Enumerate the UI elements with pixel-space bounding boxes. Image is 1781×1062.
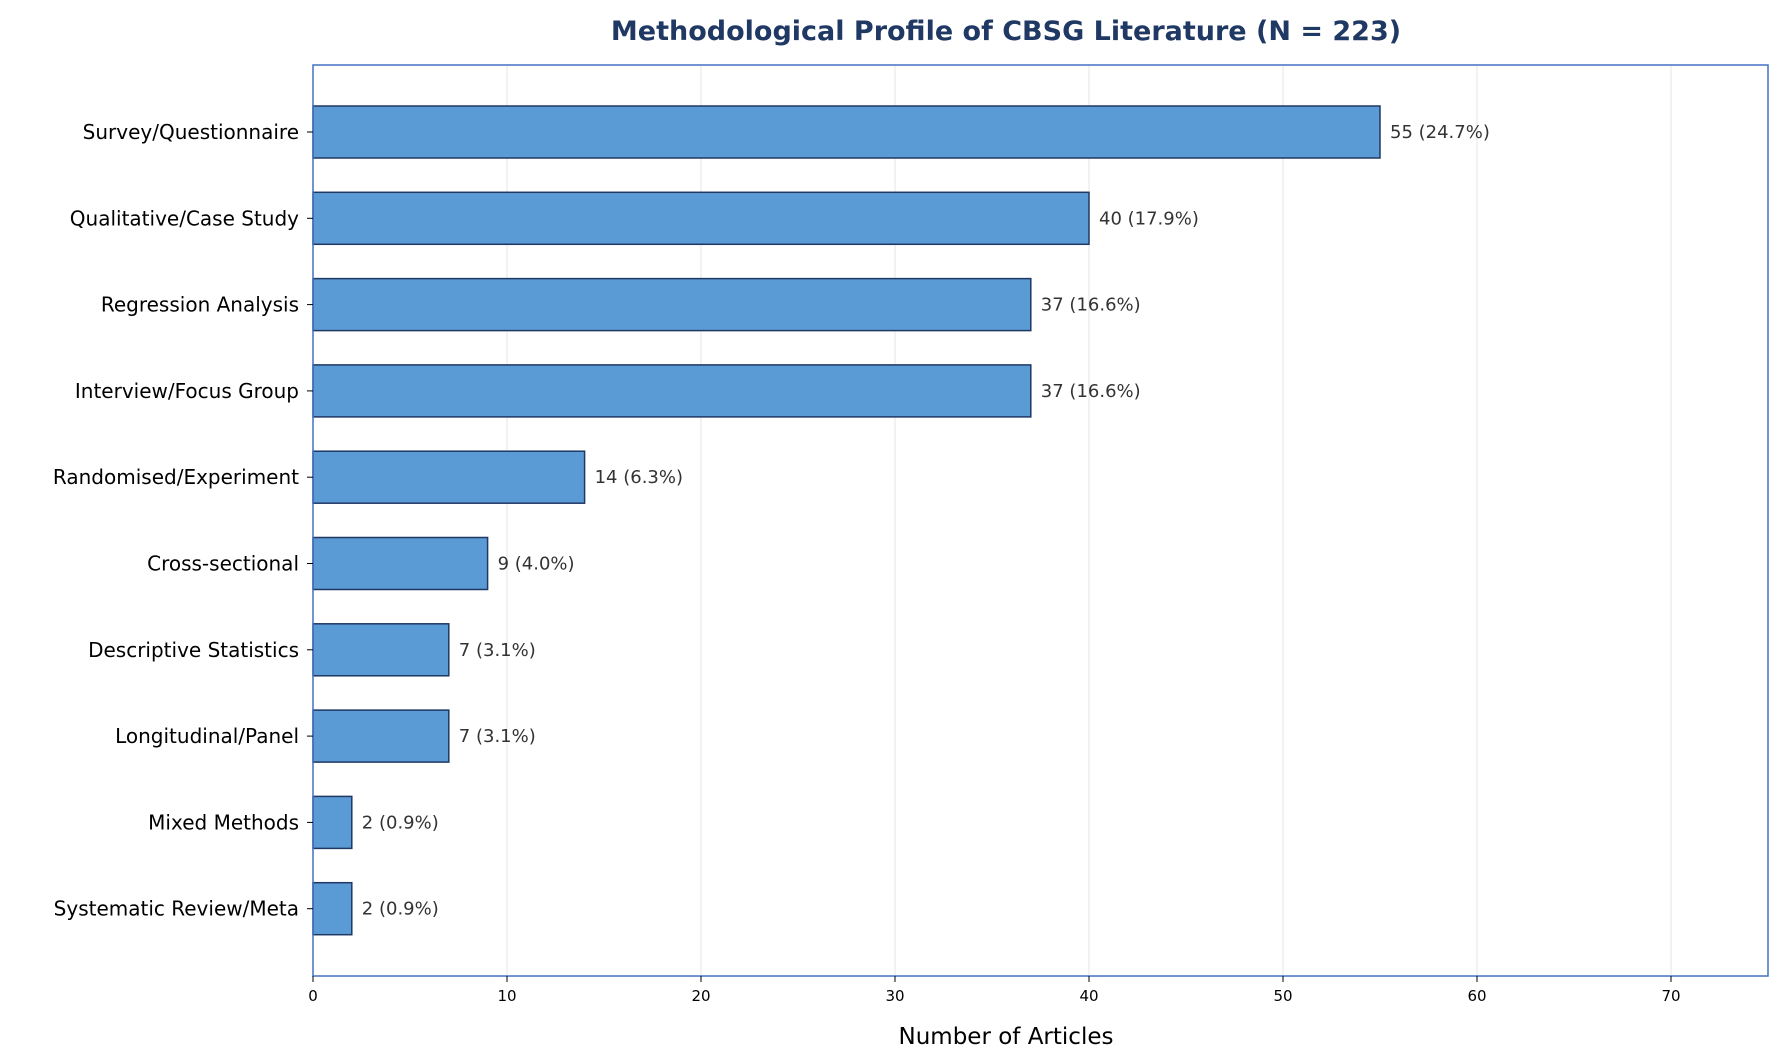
bar-5 bbox=[312, 450, 586, 504]
x-tick-label-0: 0 bbox=[308, 987, 318, 1005]
data-label-9: 2 (0.9%) bbox=[362, 812, 439, 833]
y-tick-label-5: Randomised/Experiment bbox=[53, 465, 299, 489]
bar-10 bbox=[312, 881, 353, 936]
y-tick-label-4: Interview/Focus Group bbox=[75, 379, 299, 403]
data-label-10: 2 (0.9%) bbox=[362, 899, 439, 920]
y-axis-categories: Survey/Questionnaire Qualitative/Case Stu… bbox=[53, 120, 313, 921]
chart-title: Methodological Profile of CBSG Literatur… bbox=[611, 16, 1401, 47]
y-tick-label-8: Longitudinal/Panel bbox=[115, 724, 299, 748]
y-tick-label-6: Cross-sectional bbox=[147, 552, 299, 576]
x-tick-label-30: 30 bbox=[885, 987, 904, 1005]
data-label-7: 7 (3.1%) bbox=[459, 640, 536, 661]
data-label-6: 9 (4.0%) bbox=[498, 554, 575, 575]
axes-frame bbox=[312, 64, 1769, 977]
y-tick-label-3: Regression Analysis bbox=[101, 293, 299, 317]
data-label-8: 7 (3.1%) bbox=[459, 726, 536, 747]
bar-6 bbox=[312, 536, 489, 591]
plot-frame bbox=[312, 64, 1769, 977]
data-label-3: 37 (16.6%) bbox=[1041, 295, 1141, 316]
x-axis-label: Number of Articles bbox=[899, 1024, 1114, 1050]
data-label-5: 14 (6.3%) bbox=[595, 467, 683, 488]
bar-1 bbox=[312, 105, 1381, 159]
y-tick-label-2: Qualitative/Case Study bbox=[70, 206, 299, 230]
x-tick-label-10: 10 bbox=[497, 987, 516, 1005]
x-axis-ticks: 0 10 20 30 40 50 60 70 bbox=[308, 976, 1681, 1005]
y-tick-label-1: Survey/Questionnaire bbox=[83, 120, 299, 144]
data-label-4: 37 (16.6%) bbox=[1041, 381, 1141, 402]
bar-8 bbox=[312, 709, 450, 763]
x-tick-label-20: 20 bbox=[691, 987, 710, 1005]
bar-7 bbox=[312, 623, 450, 677]
data-labels: 55 (24.7%) 40 (17.9%) 37 (16.6%) 37 (16.6%)… bbox=[362, 122, 1490, 920]
bar-3 bbox=[312, 277, 1032, 332]
bar-4 bbox=[312, 364, 1032, 418]
y-tick-label-10: Systematic Review/Meta bbox=[54, 897, 299, 921]
y-tick-label-7: Descriptive Statistics bbox=[88, 638, 299, 662]
y-tick-label-9: Mixed Methods bbox=[148, 810, 299, 834]
bar-9 bbox=[312, 795, 353, 850]
x-tick-label-40: 40 bbox=[1079, 987, 1098, 1005]
x-tick-label-50: 50 bbox=[1273, 987, 1292, 1005]
data-label-1: 55 (24.7%) bbox=[1390, 122, 1490, 143]
x-tick-label-70: 70 bbox=[1661, 987, 1680, 1005]
x-tick-label-60: 60 bbox=[1467, 987, 1486, 1005]
data-label-2: 40 (17.9%) bbox=[1099, 208, 1199, 229]
bar-2 bbox=[312, 191, 1090, 246]
bars-group bbox=[312, 105, 1381, 936]
